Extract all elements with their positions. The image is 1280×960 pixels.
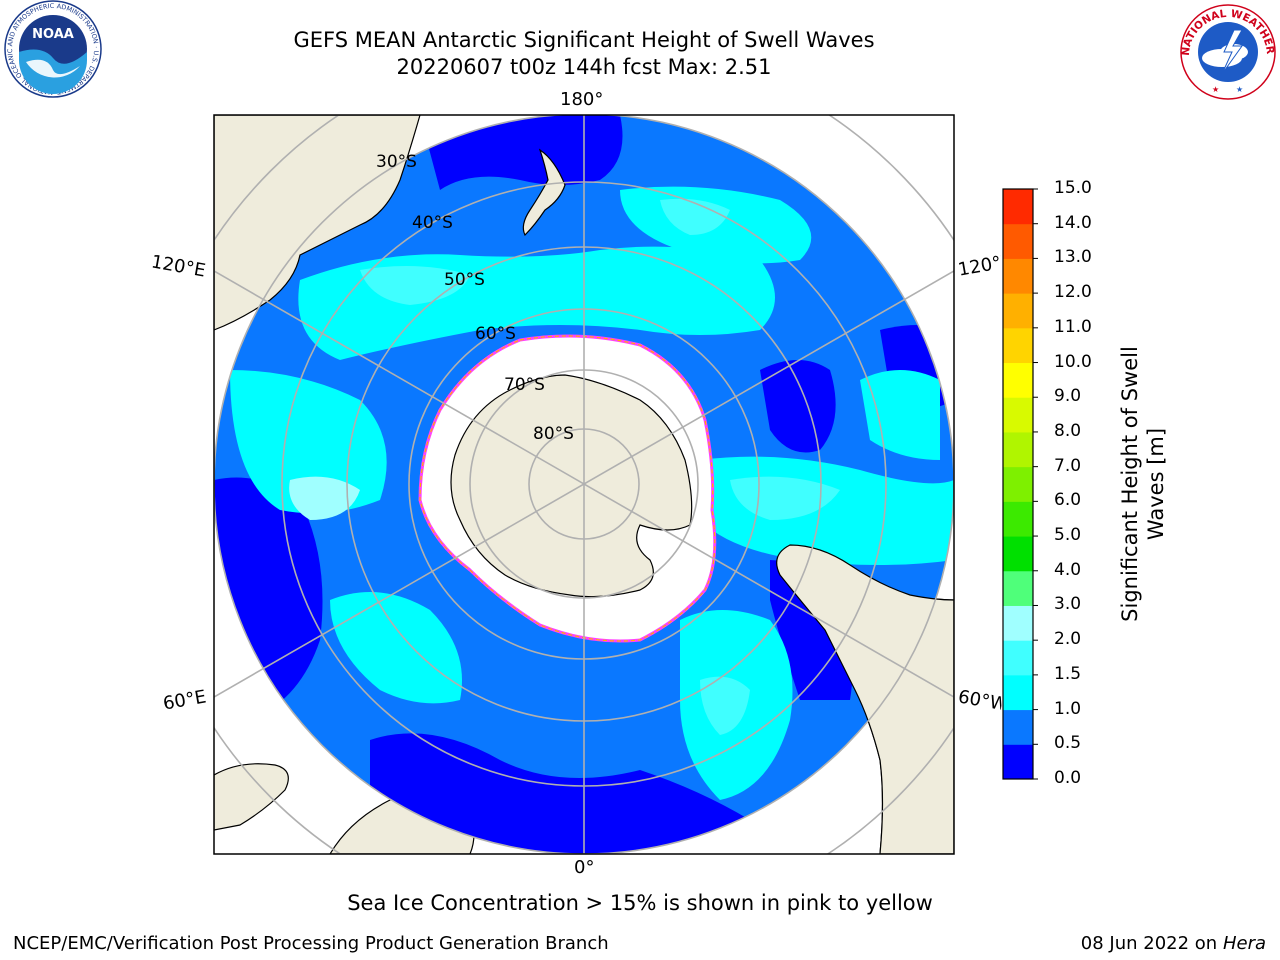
colorbar-swatch (1003, 431, 1033, 468)
colorbar-tick-label: 0.0 (1054, 768, 1082, 788)
svg-text:★: ★ (1212, 85, 1219, 94)
colorbar-tick-label: 0.5 (1054, 733, 1082, 754)
colorbar-tick-label: 4.0 (1054, 559, 1082, 580)
lat-label-40s: 40°S (412, 213, 453, 233)
antarctica-land (450, 374, 693, 598)
lon-label-180: 180° (560, 89, 604, 110)
colorbar-tick-label: 14.0 (1054, 212, 1092, 233)
colorbar-swatch (1003, 362, 1033, 398)
colorbar-tick-label: 8.0 (1054, 420, 1082, 441)
colorbar-ticks: 0.0 0.5 1.0 1.5 2.0 3.0 4.0 5.0 6.0 7.0 8.0 9.0 10.0… (1050, 0, 1110, 960)
new-zealand-land (522, 148, 566, 237)
footer-date: 08 Jun 2022 on Hera (1080, 933, 1266, 954)
colorbar-swatch (1003, 744, 1033, 780)
colorbar-label-units: Waves [m] (1144, 427, 1168, 541)
colorbar-tick-label: 5.0 (1054, 525, 1082, 546)
footer-machine: Hera (1222, 933, 1266, 954)
colorbar-swatch (1003, 709, 1033, 745)
colorbar-tick-label: 3.0 (1054, 594, 1082, 615)
colorbar-tick-label: 7.0 (1054, 455, 1082, 476)
colorbar-tick-label: 13.0 (1054, 247, 1092, 268)
sea-ice-note: Sea Ice Concentration > 15% is shown in … (347, 891, 933, 915)
chart-subtitle: 20220607 t00z 144h fcst Max: 2.51 (396, 55, 772, 79)
colorbar-swatch (1003, 466, 1033, 502)
colorbar-swatch (1003, 223, 1033, 259)
colorbar-tick-label: 1.5 (1054, 663, 1082, 684)
colorbar-swatch (1003, 640, 1033, 676)
colorbar-swatch (1003, 327, 1033, 364)
nws-logo: NATIONAL WEATHER SERVICE ★ ★ (1176, 0, 1276, 100)
colorbar-tick-label: 15.0 (1054, 178, 1092, 198)
colorbar-swatch (1003, 536, 1033, 572)
colorbar-swatch (1003, 605, 1033, 641)
colorbar-swatch (1003, 674, 1033, 711)
colorbar (1002, 188, 1038, 780)
colorbar-tick-label: 12.0 (1054, 282, 1092, 303)
colorbar-tick-label: 2.0 (1054, 629, 1082, 650)
lat-label-30s: 30°S (376, 152, 417, 172)
colorbar-swatch (1003, 189, 1033, 225)
footer-credit: NCEP/EMC/Verification Post Processing Pr… (13, 933, 609, 954)
lat-label-60s: 60°S (475, 324, 516, 344)
colorbar-swatch (1003, 258, 1033, 294)
colorbar-swatch (1003, 293, 1033, 329)
colorbar-tick-label: 1.0 (1054, 698, 1082, 719)
colorbar-tick-label: 9.0 (1054, 386, 1082, 407)
noaa-logo: NATIONAL OCEANIC AND ATMOSPHERIC ADMINIS… (2, 0, 102, 98)
chart-title: GEFS MEAN Antarctic Significant Height o… (293, 28, 875, 52)
lon-label-0: 0° (574, 857, 595, 878)
lat-label-50s: 50°S (444, 270, 485, 290)
svg-text:★: ★ (1236, 85, 1243, 94)
noaa-wordmark: NOAA (32, 27, 74, 42)
lat-label-80s: 80°S (533, 424, 574, 444)
colorbar-swatch (1003, 397, 1033, 433)
colorbar-label: Significant Height of Swell (1118, 346, 1142, 622)
colorbar-tick-label: 11.0 (1054, 316, 1092, 337)
lat-label-70s: 70°S (504, 375, 545, 395)
colorbar-frame (1002, 188, 1034, 780)
colorbar-tick-label: 10.0 (1054, 351, 1092, 372)
colorbar-swatch (1003, 570, 1033, 606)
colorbar-tick-label: 6.0 (1054, 490, 1082, 511)
colorbar-swatch (1003, 501, 1033, 537)
